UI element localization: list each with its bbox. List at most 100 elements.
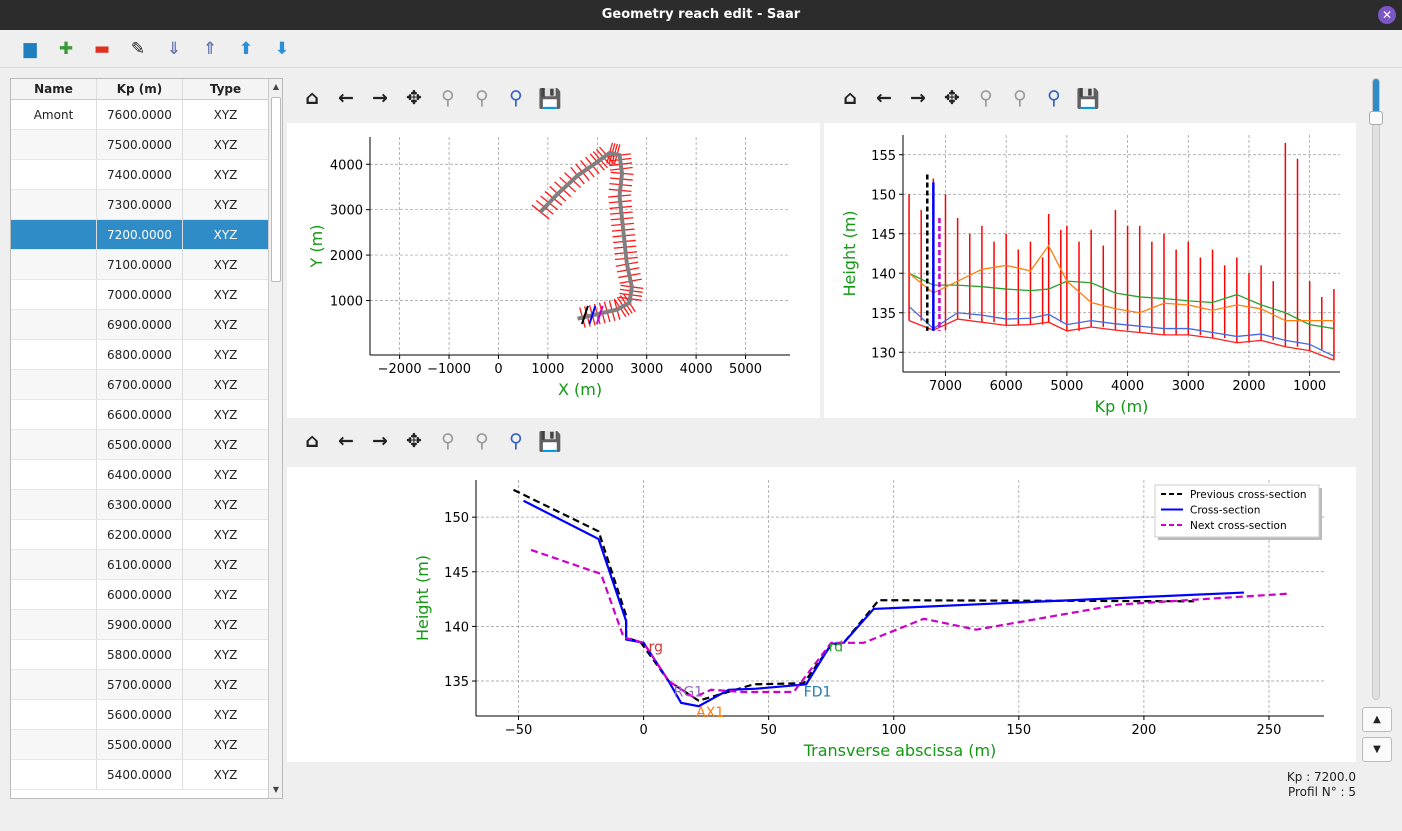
zoom-icon[interactable]: ⚲	[979, 87, 993, 109]
column-header-name[interactable]: Name	[11, 79, 97, 99]
cell-kp[interactable]: 7000.0000	[97, 280, 183, 309]
cell-type[interactable]: XYZ	[183, 130, 269, 159]
cell-name[interactable]	[11, 760, 97, 789]
cell-name[interactable]	[11, 280, 97, 309]
planform-plot[interactable]: −2000 −1000 0 1000 2000 3000 4000 5000 1000 2000 3…	[287, 123, 820, 418]
back-icon[interactable]: ←	[338, 430, 354, 452]
cell-type[interactable]: XYZ	[183, 400, 269, 429]
cell-kp[interactable]: 6700.0000	[97, 370, 183, 399]
forward-icon[interactable]: →	[910, 87, 926, 109]
cell-kp[interactable]: 6300.0000	[97, 490, 183, 519]
cell-kp[interactable]: 7400.0000	[97, 160, 183, 189]
cell-name[interactable]	[11, 640, 97, 669]
cell-type[interactable]: XYZ	[183, 190, 269, 219]
column-header-kp[interactable]: Kp (m)	[97, 79, 183, 99]
next-profile-button[interactable]: ▼	[1362, 737, 1392, 762]
cell-kp[interactable]: 6600.0000	[97, 400, 183, 429]
cross-section-plot[interactable]: −50 0 50 100 150 200 250 135 140 145 150 Transverse…	[287, 467, 1356, 762]
cell-type[interactable]: XYZ	[183, 550, 269, 579]
zoom-1-icon[interactable]: ⚲	[475, 430, 489, 452]
table-row[interactable]: 7200.0000 XYZ	[11, 220, 282, 250]
cell-name[interactable]	[11, 730, 97, 759]
cell-name[interactable]	[11, 220, 97, 249]
cell-name[interactable]	[11, 430, 97, 459]
table-row[interactable]: 7300.0000 XYZ	[11, 190, 282, 220]
cell-type[interactable]: XYZ	[183, 430, 269, 459]
cell-name[interactable]	[11, 580, 97, 609]
cell-name[interactable]	[11, 190, 97, 219]
move-up-icon[interactable]: ⬆	[238, 38, 254, 59]
cell-name[interactable]	[11, 400, 97, 429]
cell-kp[interactable]: 7100.0000	[97, 250, 183, 279]
table-row[interactable]: 5900.0000 XYZ	[11, 610, 282, 640]
cell-type[interactable]: XYZ	[183, 160, 269, 189]
cell-type[interactable]: XYZ	[183, 580, 269, 609]
save-icon[interactable]: 💾	[538, 430, 562, 453]
forward-icon[interactable]: →	[372, 430, 388, 452]
table-row[interactable]: 6700.0000 XYZ	[11, 370, 282, 400]
cell-kp[interactable]: 6800.0000	[97, 340, 183, 369]
cell-type[interactable]: XYZ	[183, 610, 269, 639]
cell-kp[interactable]: 6200.0000	[97, 520, 183, 549]
pan-icon[interactable]: ✥	[406, 87, 422, 109]
cell-name[interactable]	[11, 460, 97, 489]
table-row[interactable]: 5800.0000 XYZ	[11, 640, 282, 670]
cell-type[interactable]: XYZ	[183, 730, 269, 759]
cell-type[interactable]: XYZ	[183, 250, 269, 279]
zoom-1-icon[interactable]: ⚲	[475, 87, 489, 109]
cell-kp[interactable]: 7200.0000	[97, 220, 183, 249]
table-row[interactable]: 6200.0000 XYZ	[11, 520, 282, 550]
home-icon[interactable]: ⌂	[305, 87, 319, 109]
cell-type[interactable]: XYZ	[183, 640, 269, 669]
table-row[interactable]: 5600.0000 XYZ	[11, 700, 282, 730]
cell-kp[interactable]: 5900.0000	[97, 610, 183, 639]
table-row[interactable]: 5400.0000 XYZ	[11, 760, 282, 790]
close-icon[interactable]: ✕	[1378, 6, 1396, 24]
cell-kp[interactable]: 6900.0000	[97, 310, 183, 339]
open-folder-icon[interactable]: ▆	[23, 38, 37, 59]
home-icon[interactable]: ⌂	[305, 430, 319, 452]
cell-type[interactable]: XYZ	[183, 370, 269, 399]
profile-slider[interactable]	[1369, 78, 1383, 700]
back-icon[interactable]: ←	[338, 87, 354, 109]
table-row[interactable]: Amont 7600.0000 XYZ	[11, 100, 282, 130]
cell-kp[interactable]: 7500.0000	[97, 130, 183, 159]
longitudinal-plot[interactable]: 7000 6000 5000 4000 3000 2000 1000 130 135 140 145…	[824, 123, 1356, 418]
cell-name[interactable]	[11, 700, 97, 729]
delete-icon[interactable]: ▬	[93, 38, 111, 59]
cell-name[interactable]	[11, 310, 97, 339]
cell-kp[interactable]: 6000.0000	[97, 580, 183, 609]
table-row[interactable]: 6400.0000 XYZ	[11, 460, 282, 490]
forward-icon[interactable]: →	[372, 87, 388, 109]
sort-ascending-icon[interactable]: ⇓	[166, 38, 182, 59]
cell-name[interactable]	[11, 490, 97, 519]
cell-type[interactable]: XYZ	[183, 670, 269, 699]
pan-icon[interactable]: ✥	[944, 87, 960, 109]
table-row[interactable]: 6600.0000 XYZ	[11, 400, 282, 430]
cell-type[interactable]: XYZ	[183, 220, 269, 249]
cell-type[interactable]: XYZ	[183, 460, 269, 489]
zoom-fit-icon[interactable]: ⚲	[509, 430, 523, 452]
table-row[interactable]: 6900.0000 XYZ	[11, 310, 282, 340]
cell-kp[interactable]: 5800.0000	[97, 640, 183, 669]
move-down-icon[interactable]: ⬇	[274, 38, 290, 59]
cell-kp[interactable]: 7300.0000	[97, 190, 183, 219]
cell-kp[interactable]: 5700.0000	[97, 670, 183, 699]
home-icon[interactable]: ⌂	[843, 87, 857, 109]
cell-kp[interactable]: 5500.0000	[97, 730, 183, 759]
cell-name[interactable]	[11, 130, 97, 159]
zoom-1-icon[interactable]: ⚲	[1013, 87, 1027, 109]
cell-name[interactable]	[11, 550, 97, 579]
cell-kp[interactable]: 6500.0000	[97, 430, 183, 459]
cell-kp[interactable]: 5400.0000	[97, 760, 183, 789]
cell-type[interactable]: XYZ	[183, 490, 269, 519]
table-row[interactable]: 6800.0000 XYZ	[11, 340, 282, 370]
cell-type[interactable]: XYZ	[183, 520, 269, 549]
cell-name[interactable]	[11, 520, 97, 549]
column-header-type[interactable]: Type	[183, 79, 269, 99]
pan-icon[interactable]: ✥	[406, 430, 422, 452]
edit-icon[interactable]: ✎	[130, 38, 146, 59]
cell-name[interactable]	[11, 610, 97, 639]
cell-type[interactable]: XYZ	[183, 100, 269, 129]
cell-kp[interactable]: 6100.0000	[97, 550, 183, 579]
